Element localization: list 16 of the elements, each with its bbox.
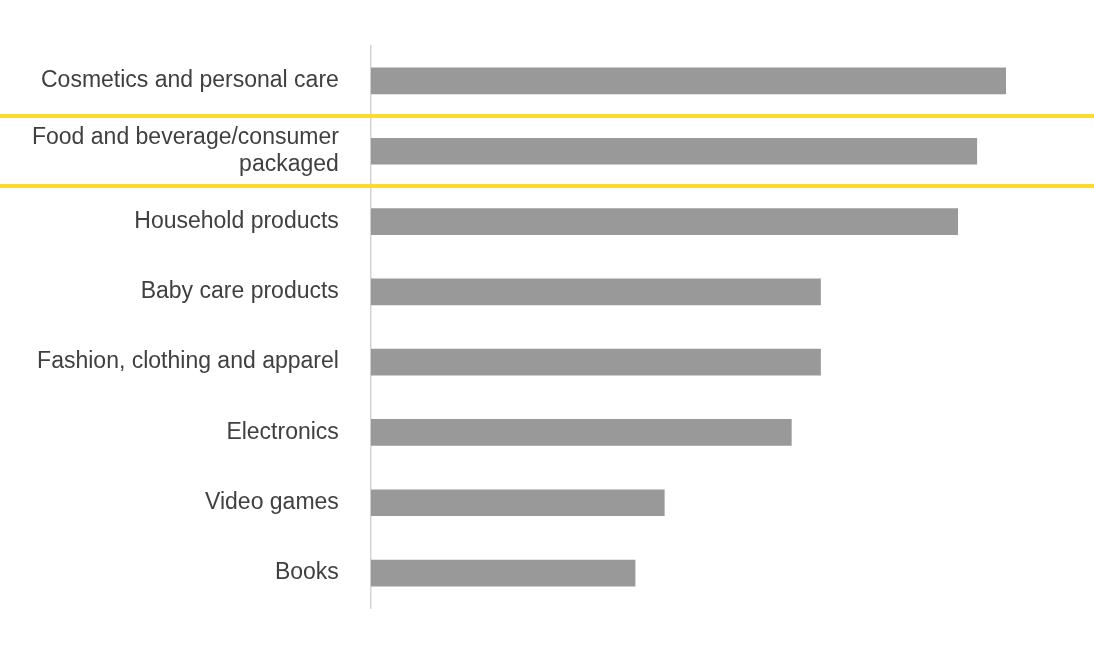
bar	[370, 208, 959, 235]
y-tick-label: Books	[274, 558, 339, 585]
y-tick-label: Cosmetics and personal care	[40, 66, 339, 93]
bar	[370, 348, 821, 376]
y-tick-label: Household products	[134, 206, 339, 233]
bar	[370, 489, 665, 517]
y-tick-label: Electronics	[226, 417, 339, 444]
bar	[370, 419, 792, 446]
bar	[370, 67, 1006, 95]
y-tick-label: Baby care products	[140, 277, 339, 304]
bar	[370, 137, 978, 165]
y-tick-label: Food and beverage/consumer packaged	[31, 122, 340, 177]
bar	[370, 278, 821, 306]
y-tick-label: Video games	[205, 488, 339, 515]
bar	[370, 559, 636, 587]
y-tick-label: Fashion, clothing and apparel	[37, 347, 339, 374]
